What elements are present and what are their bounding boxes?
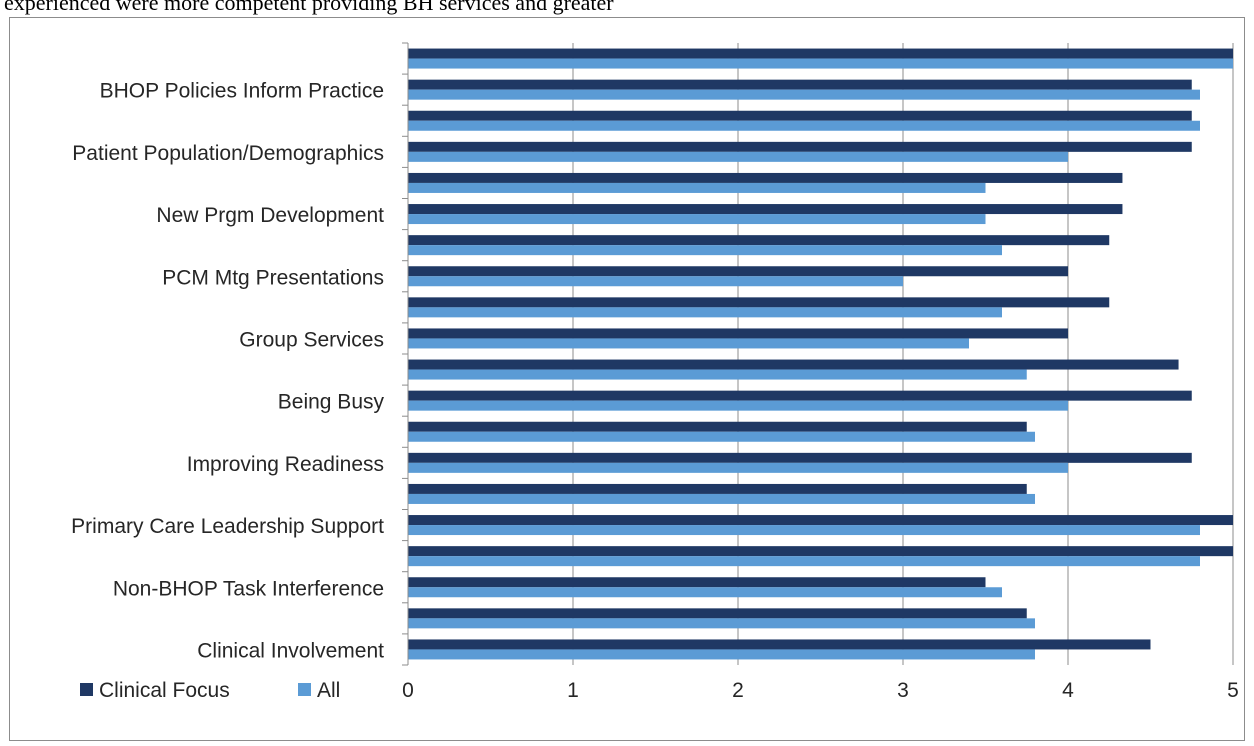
bar-all	[408, 556, 1200, 567]
page-top-text: experienced were more competent providin…	[4, 0, 614, 15]
bar-clinical-focus	[408, 546, 1233, 557]
category-label: Clinical Involvement	[197, 639, 384, 662]
bar-clinical-focus	[408, 515, 1233, 526]
bar-all	[408, 307, 1002, 318]
bar-clinical-focus	[408, 172, 1123, 183]
x-tick-label: 5	[1227, 679, 1239, 702]
x-tick-label: 0	[402, 679, 414, 702]
bar-clinical-focus	[408, 48, 1233, 59]
bar-clinical-focus	[408, 79, 1192, 90]
bar-chart: Clinical Involvement Non-BHOP Task Interf…	[71, 42, 1239, 702]
category-label: New Prgm Development	[156, 204, 384, 227]
bar-all	[408, 618, 1035, 629]
category-label: Primary Care Leadership Support	[71, 515, 384, 538]
bar-clinical-focus	[408, 608, 1027, 619]
gridlines	[572, 43, 1234, 665]
category-label: Non-BHOP Task Interference	[113, 577, 384, 600]
category-label: Improving Readiness	[187, 453, 384, 476]
bar-all	[408, 338, 969, 349]
bar-clinical-focus	[408, 483, 1027, 494]
bar-clinical-focus	[408, 639, 1151, 650]
legend-swatch-all	[298, 683, 311, 696]
x-tick-label: 3	[897, 679, 909, 702]
bar-clinical-focus	[408, 577, 986, 588]
bars	[408, 48, 1233, 660]
bar-all	[408, 245, 1002, 256]
x-tick-label: 2	[732, 679, 744, 702]
tick-labels: 0 1 2 3 4 5	[402, 679, 1239, 702]
bar-all	[408, 276, 903, 287]
bar-clinical-focus	[408, 452, 1192, 463]
bar-clinical-focus	[408, 266, 1068, 277]
bar-clinical-focus	[408, 204, 1123, 215]
bar-all	[408, 462, 1068, 473]
x-tick-label: 1	[567, 679, 579, 702]
bar-clinical-focus	[408, 359, 1179, 370]
bar-all	[408, 151, 1068, 162]
bar-all	[408, 649, 1035, 660]
category-label: Being Busy	[278, 391, 385, 414]
category-labels: Clinical Involvement Non-BHOP Task Interf…	[71, 80, 384, 663]
bar-clinical-focus	[408, 328, 1068, 339]
legend-label-clinical-focus: Clinical Focus	[99, 679, 230, 702]
legend-label-all: All	[317, 679, 340, 702]
bar-all	[408, 214, 986, 225]
bar-all	[408, 182, 986, 193]
bar-all	[408, 587, 1002, 598]
category-label: PCM Mtg Presentations	[162, 266, 384, 289]
bar-all	[408, 525, 1200, 536]
bar-clinical-focus	[408, 110, 1192, 121]
x-tick-label: 4	[1062, 679, 1074, 702]
bar-all	[408, 58, 1233, 69]
axes	[402, 42, 409, 666]
legend-swatch-clinical-focus	[80, 683, 93, 696]
bar-all	[408, 431, 1035, 442]
bar-all	[408, 120, 1200, 131]
category-label: Patient Population/Demographics	[72, 142, 384, 165]
legend: Clinical Focus All	[80, 679, 340, 702]
bar-all	[408, 400, 1068, 411]
bar-clinical-focus	[408, 235, 1110, 246]
bar-all	[408, 89, 1200, 100]
category-label: Group Services	[239, 328, 384, 351]
bar-all	[408, 493, 1035, 504]
bar-clinical-focus	[408, 141, 1192, 152]
bar-clinical-focus	[408, 297, 1110, 308]
bar-clinical-focus	[408, 421, 1027, 432]
category-label: BHOP Policies Inform Practice	[100, 80, 384, 103]
chart-frame: Clinical Involvement Non-BHOP Task Interf…	[9, 17, 1245, 741]
bar-all	[408, 369, 1027, 380]
bar-clinical-focus	[408, 390, 1192, 401]
